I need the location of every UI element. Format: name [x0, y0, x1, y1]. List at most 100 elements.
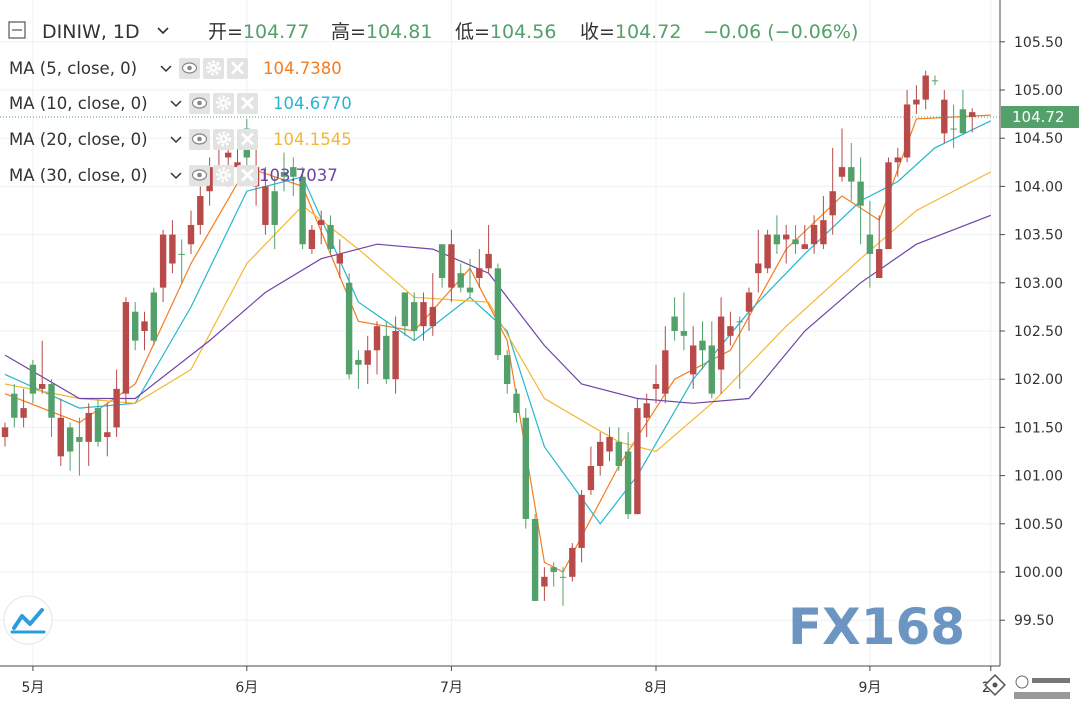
- candle-body: [485, 253, 492, 269]
- chevron-down-icon[interactable]: [170, 136, 182, 144]
- gear-teeth: [216, 95, 231, 111]
- eye-pupil: [197, 136, 202, 142]
- candle-body: [764, 234, 771, 269]
- candle-body: [606, 437, 613, 452]
- candle-body: [392, 331, 399, 380]
- candle-body: [401, 292, 409, 327]
- price-tick-label: 102.00: [1014, 372, 1063, 388]
- candle-body: [159, 234, 167, 288]
- indicator-row[interactable]: MA (5, close, 0) 104.7380: [9, 58, 342, 79]
- corner-badge-icon: [1012, 672, 1074, 702]
- time-tick-label: 7月: [440, 680, 463, 696]
- candle-body: [624, 451, 632, 515]
- price-tick-label: 99.50: [1014, 613, 1054, 629]
- candle-body: [587, 465, 595, 491]
- candle-body: [848, 167, 855, 182]
- candle-body: [680, 331, 688, 336]
- indicator-row[interactable]: MA (10, close, 0) 104.6770: [9, 93, 352, 114]
- candle-body: [876, 249, 883, 278]
- close-icon[interactable]: [237, 165, 258, 186]
- candle-body: [820, 220, 827, 245]
- chevron-down-icon[interactable]: [157, 27, 169, 35]
- close-x: [231, 61, 244, 75]
- price-tick-label: 105.00: [1014, 83, 1063, 99]
- candle-body: [20, 408, 27, 418]
- candle-body: [941, 99, 948, 134]
- candle-body: [885, 162, 892, 250]
- eye-icon[interactable]: [189, 93, 210, 114]
- candle-body: [494, 268, 502, 356]
- candle-body: [903, 104, 911, 158]
- candle-body: [717, 316, 725, 370]
- ohlc-label: 收=: [580, 21, 615, 43]
- price-tick-label: 103.50: [1014, 228, 1063, 244]
- candle-body: [671, 316, 678, 331]
- chevron-down-icon[interactable]: [170, 100, 182, 108]
- last-price-value: 104.72: [1012, 108, 1065, 126]
- time-tick-label: 8月: [645, 680, 668, 696]
- collapse-legend-button[interactable]: [8, 21, 26, 39]
- candle-body: [141, 321, 148, 331]
- candle-body: [727, 326, 734, 336]
- price-tick-label: 105.50: [1014, 35, 1063, 51]
- candle-body: [597, 441, 604, 466]
- gear-teeth: [206, 60, 221, 76]
- indicator-row[interactable]: MA (20, close, 0) 104.1545: [9, 129, 352, 150]
- candle-body: [504, 355, 511, 385]
- candle-body: [699, 340, 706, 351]
- chevron-down-icon[interactable]: [170, 172, 182, 180]
- chevron-down-icon[interactable]: [160, 65, 172, 73]
- candle-body: [66, 427, 74, 452]
- gear-icon[interactable]: [213, 129, 234, 150]
- price-axis[interactable]: 99.50 100.00 100.50 101.00 101.50 102.00 102.5…: [1000, 35, 1063, 629]
- candle-body: [643, 403, 650, 418]
- eye-icon[interactable]: [179, 58, 200, 79]
- candle-body: [94, 408, 102, 442]
- candle-body: [755, 263, 762, 274]
- candle-body: [894, 157, 901, 163]
- ohlc-value: 104.81: [366, 21, 432, 43]
- candle-body: [541, 576, 548, 587]
- candle-body: [197, 196, 204, 225]
- watermark-logo: FX168: [788, 598, 965, 656]
- candle-body: [531, 518, 539, 601]
- time-axis[interactable]: 5月6月7月8月9月20: [21, 666, 1000, 696]
- candle-body: [838, 167, 846, 177]
- ma-line: [4, 120, 992, 525]
- candle-body: [810, 224, 818, 245]
- gear-teeth: [216, 167, 231, 183]
- candle-body: [150, 292, 157, 341]
- candle-body: [308, 229, 316, 250]
- close-icon[interactable]: [237, 129, 258, 150]
- ohlc-values: 开=104.77 高=104.81 低=104.56 收=104.72: [208, 21, 681, 43]
- indicator-label: MA (30, close, 0): [9, 166, 148, 185]
- candle-body: [801, 244, 808, 250]
- candle-body: [690, 345, 697, 375]
- candle-body: [271, 191, 278, 225]
- candle-body: [448, 244, 455, 288]
- candle-body: [225, 152, 232, 158]
- settings-diamond-icon[interactable]: [984, 674, 1006, 696]
- gear-hole: [221, 137, 226, 141]
- candle-body: [327, 224, 334, 250]
- candle-body: [122, 302, 130, 394]
- indicator-row[interactable]: MA (30, close, 0) 103.7037: [9, 165, 338, 186]
- symbol-label[interactable]: DINIW, 1D: [42, 21, 140, 43]
- candle-body: [745, 292, 753, 312]
- eye-icon[interactable]: [189, 165, 210, 186]
- candle-body: [373, 326, 381, 351]
- candle-body: [578, 494, 585, 548]
- eye-icon[interactable]: [189, 129, 210, 150]
- candle-body: [457, 273, 464, 288]
- candle-body: [783, 234, 790, 240]
- candle-body: [411, 302, 418, 331]
- close-icon[interactable]: [237, 93, 258, 114]
- gear-icon[interactable]: [213, 165, 234, 186]
- candle-body: [857, 181, 864, 206]
- candle-body: [569, 547, 576, 577]
- gear-icon[interactable]: [213, 93, 234, 114]
- tradingview-logo-button[interactable]: [3, 595, 53, 645]
- close-icon[interactable]: [227, 58, 248, 79]
- gear-icon[interactable]: [203, 58, 224, 79]
